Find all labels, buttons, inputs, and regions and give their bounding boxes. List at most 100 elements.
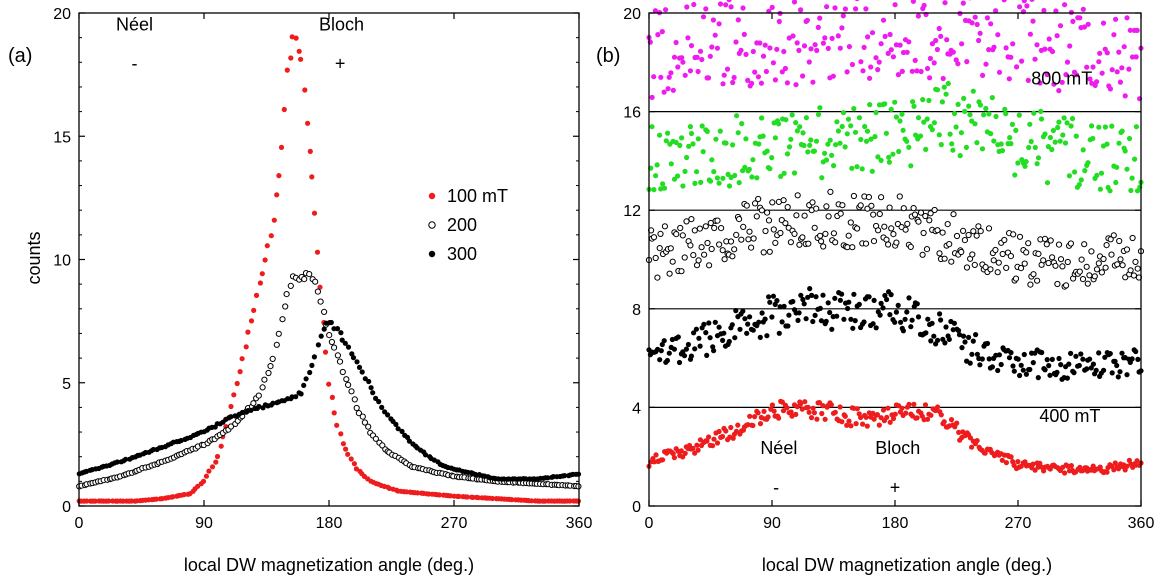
- data-point: [774, 46, 780, 52]
- data-point: [694, 442, 700, 448]
- data-point: [912, 57, 918, 64]
- data-point: [984, 340, 991, 347]
- data-point: [1038, 116, 1045, 122]
- data-point: [1001, 236, 1008, 244]
- data-point: [805, 294, 811, 300]
- data-point: [696, 225, 704, 232]
- legend-marker: [428, 192, 436, 200]
- data-point: [336, 358, 344, 365]
- data-point: [769, 4, 775, 10]
- data-point: [850, 325, 856, 331]
- data-point: [561, 473, 568, 479]
- data-point: [827, 188, 834, 195]
- data-point: [657, 357, 663, 363]
- data-point: [660, 181, 666, 187]
- data-point: [721, 256, 728, 263]
- data-point: [663, 138, 669, 144]
- data-point: [793, 120, 799, 126]
- data-point: [721, 72, 727, 78]
- data-point: [974, 21, 980, 28]
- data-point: [326, 381, 332, 387]
- data-point: [858, 59, 864, 65]
- data-point: [867, 102, 873, 108]
- data-point: [752, 414, 758, 420]
- data-point: [924, 65, 931, 72]
- data-point: [227, 423, 235, 430]
- data-point: [780, 197, 787, 204]
- data-point: [692, 180, 698, 186]
- data-point: [986, 111, 992, 117]
- data-point: [844, 131, 850, 137]
- data-point: [317, 298, 324, 305]
- data-point: [980, 72, 986, 78]
- data-point: [759, 115, 765, 121]
- data-point: [962, 108, 968, 114]
- data-point: [1015, 459, 1021, 465]
- data-point: [1013, 127, 1019, 133]
- data-point: [972, 14, 978, 20]
- data-point: [356, 364, 363, 370]
- data-point: [782, 220, 789, 227]
- data-point: [1025, 77, 1031, 83]
- data-point: [962, 339, 968, 345]
- data-point: [864, 423, 870, 429]
- data-point: [288, 55, 294, 61]
- series-4: [646, 286, 1144, 382]
- data-point: [764, 333, 770, 339]
- data-point: [830, 73, 836, 79]
- panel-b-ticks: 0 90 180 270 360 0 4 8 12 16 20: [623, 6, 1154, 532]
- data-point: [342, 340, 348, 346]
- data-point: [1031, 110, 1037, 116]
- data-point: [794, 128, 801, 134]
- data-point: [1129, 356, 1135, 362]
- data-point: [314, 288, 321, 295]
- data-point: [966, 103, 972, 109]
- legend-marker: [428, 221, 436, 229]
- data-point: [736, 180, 742, 186]
- data-point: [823, 318, 829, 324]
- data-point: [903, 410, 909, 416]
- data-point: [1032, 56, 1038, 62]
- data-point: [1090, 64, 1096, 70]
- data-point: [840, 110, 847, 116]
- data-point: [801, 142, 807, 149]
- data-point: [960, 227, 967, 234]
- data-point: [995, 367, 1001, 374]
- data-point: [958, 130, 965, 136]
- data-point: [936, 132, 942, 138]
- legend-label: 300: [447, 244, 477, 264]
- data-point: [1073, 133, 1079, 139]
- data-point: [766, 294, 772, 300]
- data-point: [684, 4, 690, 10]
- data-point: [860, 421, 866, 427]
- data-point: [999, 457, 1005, 463]
- data-point: [1124, 15, 1130, 21]
- data-point: [1008, 141, 1014, 147]
- data-point: [688, 216, 695, 223]
- data-point: [687, 124, 694, 130]
- data-point: [941, 255, 948, 262]
- data-point: [685, 35, 691, 41]
- data-point: [368, 385, 374, 391]
- data-point: [366, 378, 372, 385]
- data-point: [872, 134, 878, 140]
- data-point: [810, 79, 816, 85]
- data-point: [913, 132, 919, 138]
- data-point: [863, 6, 869, 12]
- data-point: [1044, 71, 1050, 78]
- data-point: [765, 414, 771, 420]
- data-point: [861, 44, 867, 51]
- data-point: [767, 299, 773, 305]
- data-point: [750, 157, 756, 163]
- data-point: [856, 301, 862, 307]
- panel-a-plot-frame: [78, 12, 580, 507]
- data-point: [871, 416, 877, 422]
- data-point: [716, 21, 722, 27]
- data-point: [885, 405, 891, 411]
- data-point: [786, 144, 793, 150]
- data-point: [1088, 248, 1095, 255]
- data-point: [854, 164, 860, 170]
- data-point: [972, 121, 978, 127]
- data-point: [976, 37, 982, 44]
- data-point: [675, 334, 681, 340]
